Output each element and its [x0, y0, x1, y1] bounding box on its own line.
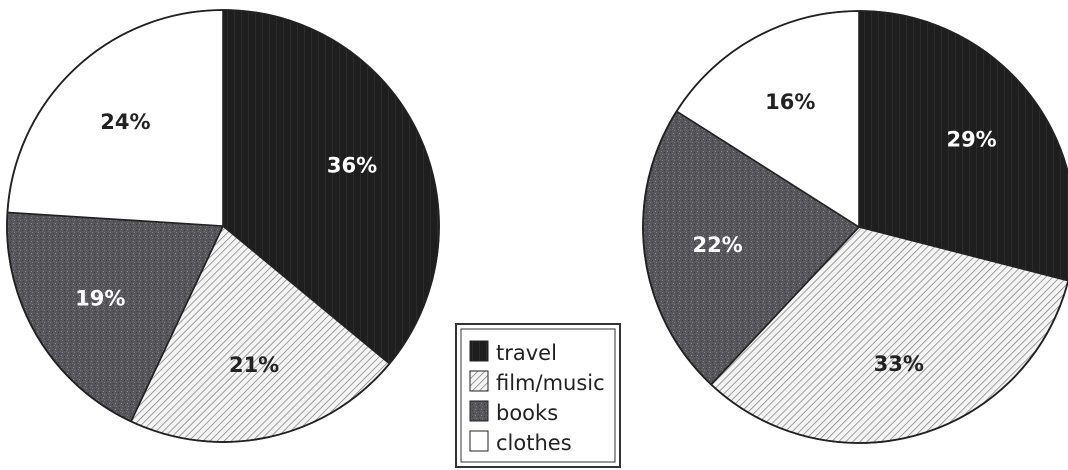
- pie-1-label-film-music: 21%: [229, 353, 279, 377]
- legend-swatch-travel: [469, 340, 489, 362]
- legend-label-books: books: [496, 401, 558, 425]
- legend-label-clothes: clothes: [496, 431, 572, 455]
- legend-swatch-books: [469, 400, 489, 422]
- legend-label-film-music: film/music: [496, 371, 605, 395]
- pie-2-label-film-music: 33%: [874, 352, 924, 376]
- pie-2-label-books: 22%: [692, 233, 742, 257]
- pie-1-label-travel: 36%: [327, 153, 377, 177]
- legend-label-travel: travel: [496, 341, 557, 365]
- pie-2-label-travel: 29%: [946, 128, 996, 152]
- pie-1-outline: [6, 9, 440, 443]
- pie-1-label-books: 19%: [75, 287, 125, 311]
- legend: travel film/music books clothes: [455, 323, 621, 468]
- legend-swatch-clothes: [469, 430, 489, 452]
- pie-2-label-clothes: 16%: [765, 90, 815, 114]
- legend-swatch-film-music: [469, 370, 489, 392]
- pie-1-label-clothes: 24%: [100, 110, 150, 134]
- pie-chart-1: 36% 21% 19% 24%: [6, 9, 440, 443]
- pie-chart-2: 29% 33% 22% 16%: [642, 10, 1068, 444]
- pie-2-outline: [642, 10, 1068, 444]
